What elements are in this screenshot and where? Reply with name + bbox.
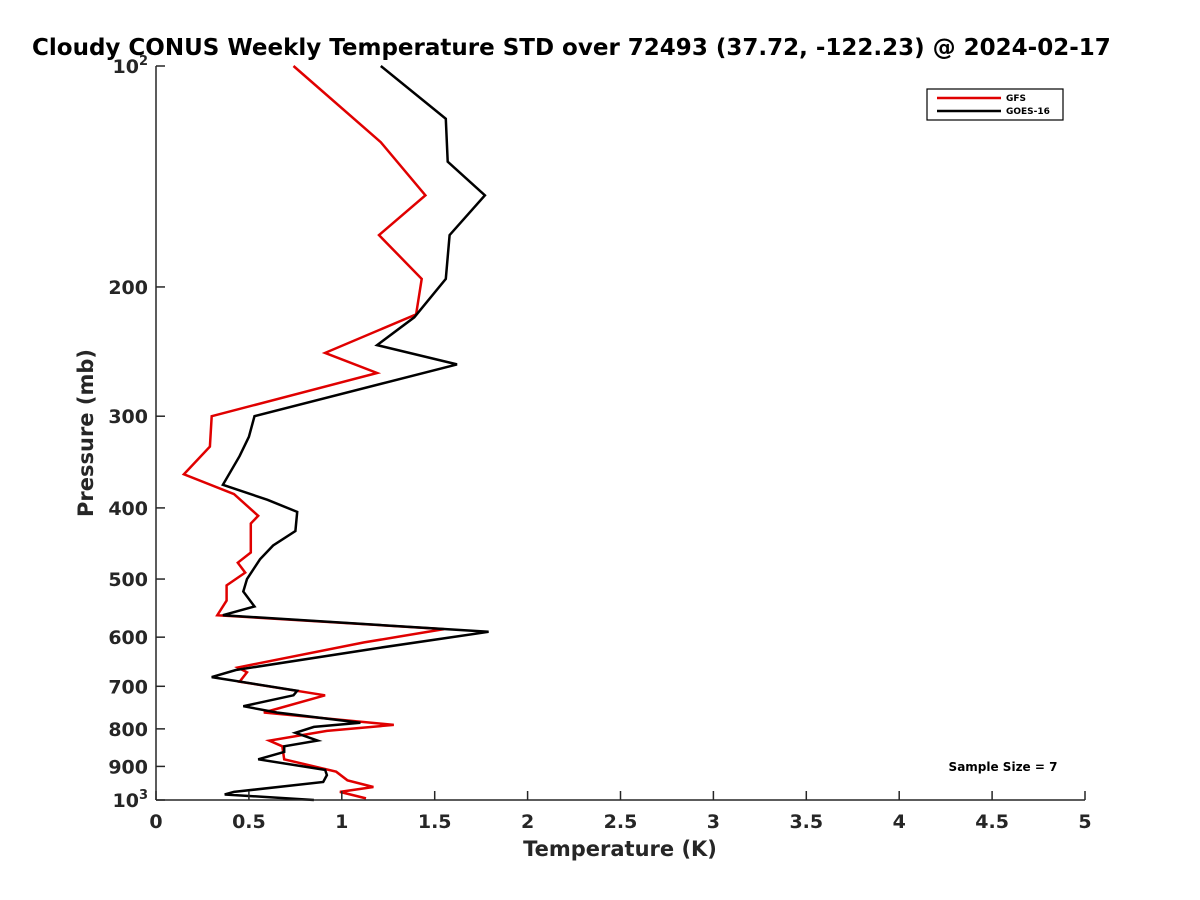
x-tick-label: 0 bbox=[149, 811, 162, 833]
y-tick-label: 103 bbox=[113, 788, 149, 812]
x-tick-label: 1.5 bbox=[418, 811, 452, 833]
series-line-gfs bbox=[181, 65, 445, 800]
y-axis-title: Pressure (mb) bbox=[74, 349, 98, 517]
y-tick-label: 300 bbox=[108, 406, 148, 428]
sample-size-annotation: Sample Size = 7 bbox=[949, 760, 1058, 774]
legend: GFS GOES-16 bbox=[926, 88, 1064, 121]
y-axis-ticks: 102 200 300 400 500 600 700 800 900 103 bbox=[108, 54, 165, 812]
x-tick-label: 5 bbox=[1078, 811, 1091, 833]
series-layer bbox=[181, 65, 489, 802]
x-axis-title: Temperature (K) bbox=[523, 837, 717, 861]
chart-title: Cloudy CONUS Weekly Temperature STD over… bbox=[32, 35, 1111, 61]
legend-label-goes-16: GOES-16 bbox=[1006, 107, 1050, 117]
x-axis-ticks: 0 0.5 1 1.5 2 2.5 3 3.5 4 4.5 5 bbox=[149, 791, 1092, 833]
y-tick-label: 700 bbox=[108, 676, 148, 698]
y-tick-label: 102 bbox=[113, 54, 149, 78]
y-tick-label: 500 bbox=[108, 569, 148, 591]
series-line-goes-16 bbox=[211, 65, 489, 802]
x-tick-label: 3 bbox=[707, 811, 720, 833]
y-tick-label: 900 bbox=[108, 756, 148, 778]
x-tick-label: 4 bbox=[893, 811, 906, 833]
x-tick-label: 0.5 bbox=[232, 811, 266, 833]
x-tick-label: 4.5 bbox=[975, 811, 1009, 833]
y-tick-label: 400 bbox=[108, 498, 148, 520]
y-tick-label: 600 bbox=[108, 627, 148, 649]
legend-label-gfs: GFS bbox=[1006, 94, 1026, 104]
x-tick-label: 1 bbox=[335, 811, 348, 833]
x-tick-label: 2 bbox=[521, 811, 534, 833]
legend-box bbox=[926, 88, 1064, 121]
x-tick-label: 3.5 bbox=[789, 811, 823, 833]
y-tick-label: 200 bbox=[108, 277, 148, 299]
x-tick-label: 2.5 bbox=[604, 811, 638, 833]
y-tick-label: 800 bbox=[108, 719, 148, 741]
